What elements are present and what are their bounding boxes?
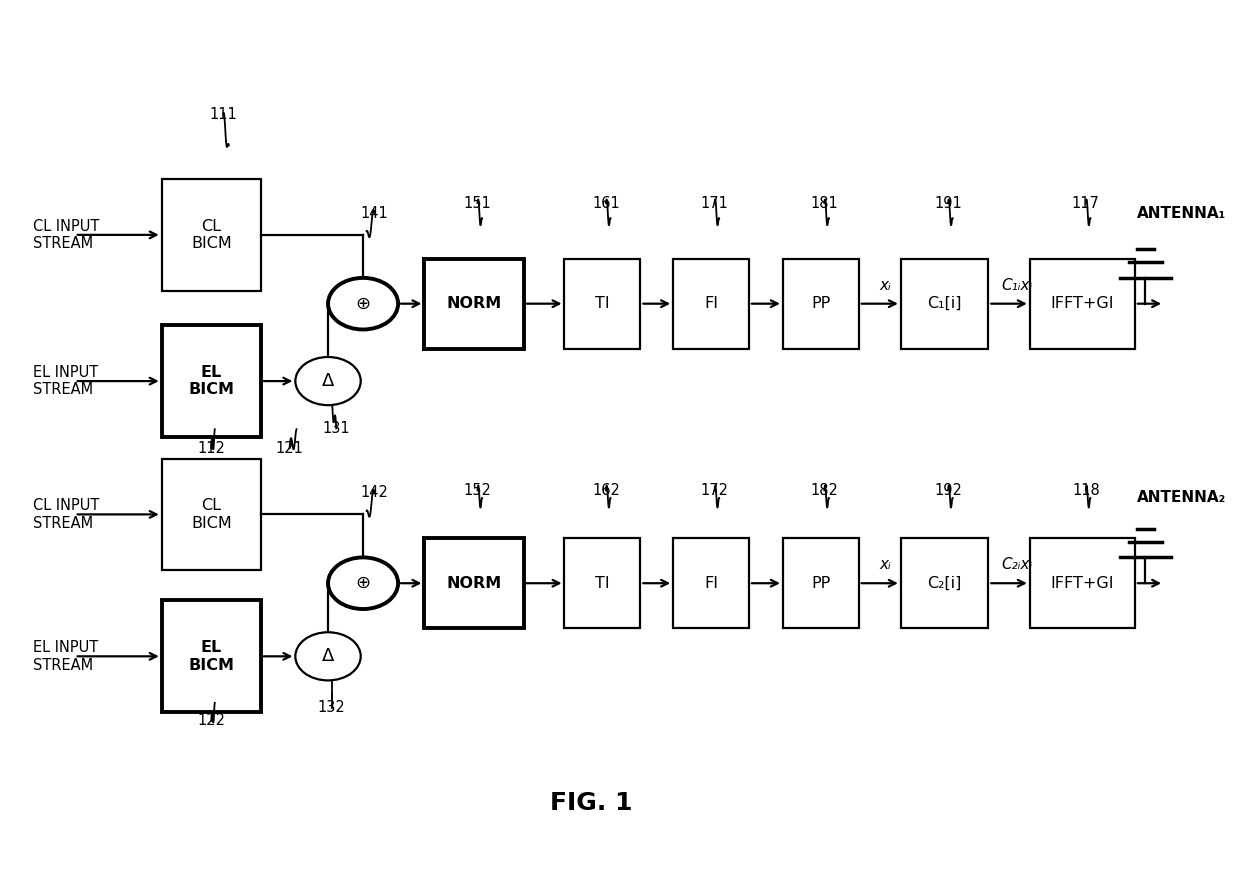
Text: 152: 152 <box>464 482 491 498</box>
Text: EL
BICM: EL BICM <box>188 640 234 672</box>
Text: IFFT+GI: IFFT+GI <box>1050 296 1114 311</box>
Text: 131: 131 <box>322 421 350 436</box>
Circle shape <box>295 632 361 681</box>
Text: CL
BICM: CL BICM <box>191 218 232 251</box>
FancyBboxPatch shape <box>424 538 523 628</box>
Text: EL INPUT
STREAM: EL INPUT STREAM <box>32 364 98 398</box>
Text: 111: 111 <box>210 107 237 122</box>
Text: 191: 191 <box>934 196 962 211</box>
Circle shape <box>329 558 398 609</box>
Text: IFFT+GI: IFFT+GI <box>1050 576 1114 591</box>
Text: C₂ᵢxᵢ: C₂ᵢxᵢ <box>1002 557 1033 572</box>
Text: FI: FI <box>704 296 718 311</box>
FancyBboxPatch shape <box>424 259 523 349</box>
Text: C₁ᵢxᵢ: C₁ᵢxᵢ <box>1002 278 1033 293</box>
Text: PP: PP <box>811 576 831 591</box>
Text: CL
BICM: CL BICM <box>191 498 232 531</box>
Text: 142: 142 <box>361 485 388 501</box>
Text: NORM: NORM <box>446 576 502 591</box>
Text: C₁[i]: C₁[i] <box>928 296 962 311</box>
Text: TI: TI <box>595 296 610 311</box>
FancyBboxPatch shape <box>782 538 859 628</box>
Text: 181: 181 <box>811 196 838 211</box>
Text: FIG. 1: FIG. 1 <box>549 791 632 815</box>
FancyBboxPatch shape <box>900 538 988 628</box>
FancyBboxPatch shape <box>782 259 859 349</box>
Text: ⊕: ⊕ <box>356 574 371 593</box>
FancyBboxPatch shape <box>161 179 260 291</box>
FancyBboxPatch shape <box>161 325 260 437</box>
Text: xᵢ: xᵢ <box>879 557 890 572</box>
Text: 117: 117 <box>1071 196 1100 211</box>
Text: 161: 161 <box>591 196 620 211</box>
FancyBboxPatch shape <box>161 459 260 571</box>
Text: xᵢ: xᵢ <box>879 278 890 293</box>
Text: FI: FI <box>704 576 718 591</box>
FancyBboxPatch shape <box>564 538 640 628</box>
Text: 162: 162 <box>591 482 620 498</box>
Text: NORM: NORM <box>446 296 502 311</box>
Text: CL INPUT
STREAM: CL INPUT STREAM <box>32 498 99 531</box>
Text: Δ: Δ <box>322 648 335 665</box>
FancyBboxPatch shape <box>673 259 749 349</box>
Text: 171: 171 <box>701 196 728 211</box>
Text: 122: 122 <box>197 713 226 728</box>
FancyBboxPatch shape <box>564 259 640 349</box>
Text: 192: 192 <box>934 482 962 498</box>
Text: EL
BICM: EL BICM <box>188 364 234 398</box>
Text: EL INPUT
STREAM: EL INPUT STREAM <box>32 640 98 672</box>
Text: ANTENNA₂: ANTENNA₂ <box>1137 489 1226 504</box>
Text: ⊕: ⊕ <box>356 295 371 313</box>
Text: 141: 141 <box>361 206 388 221</box>
Text: 118: 118 <box>1071 482 1100 498</box>
Circle shape <box>295 357 361 406</box>
Text: TI: TI <box>595 576 610 591</box>
Text: Δ: Δ <box>322 372 335 390</box>
FancyBboxPatch shape <box>673 538 749 628</box>
Text: CL INPUT
STREAM: CL INPUT STREAM <box>32 218 99 251</box>
Text: 112: 112 <box>197 440 226 455</box>
Text: 182: 182 <box>810 482 838 498</box>
Text: C₂[i]: C₂[i] <box>928 576 962 591</box>
Text: 172: 172 <box>701 482 729 498</box>
Text: 121: 121 <box>275 440 304 455</box>
FancyBboxPatch shape <box>900 259 988 349</box>
FancyBboxPatch shape <box>161 600 260 712</box>
Text: 151: 151 <box>464 196 491 211</box>
Text: 132: 132 <box>317 700 346 716</box>
Circle shape <box>329 278 398 329</box>
Text: PP: PP <box>811 296 831 311</box>
FancyBboxPatch shape <box>1029 538 1135 628</box>
Text: ANTENNA₁: ANTENNA₁ <box>1137 206 1226 221</box>
FancyBboxPatch shape <box>1029 259 1135 349</box>
